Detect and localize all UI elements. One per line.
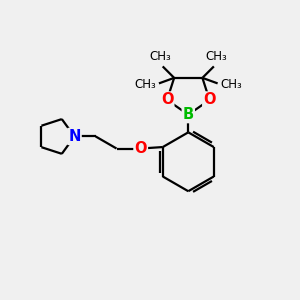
Text: O: O bbox=[134, 141, 147, 156]
Text: O: O bbox=[161, 92, 173, 107]
Text: N: N bbox=[68, 129, 81, 144]
Text: CH₃: CH₃ bbox=[134, 78, 156, 92]
Text: CH₃: CH₃ bbox=[149, 50, 171, 63]
Text: O: O bbox=[203, 92, 216, 107]
Text: B: B bbox=[183, 107, 194, 122]
Text: CH₃: CH₃ bbox=[220, 78, 242, 92]
Text: CH₃: CH₃ bbox=[205, 50, 227, 63]
